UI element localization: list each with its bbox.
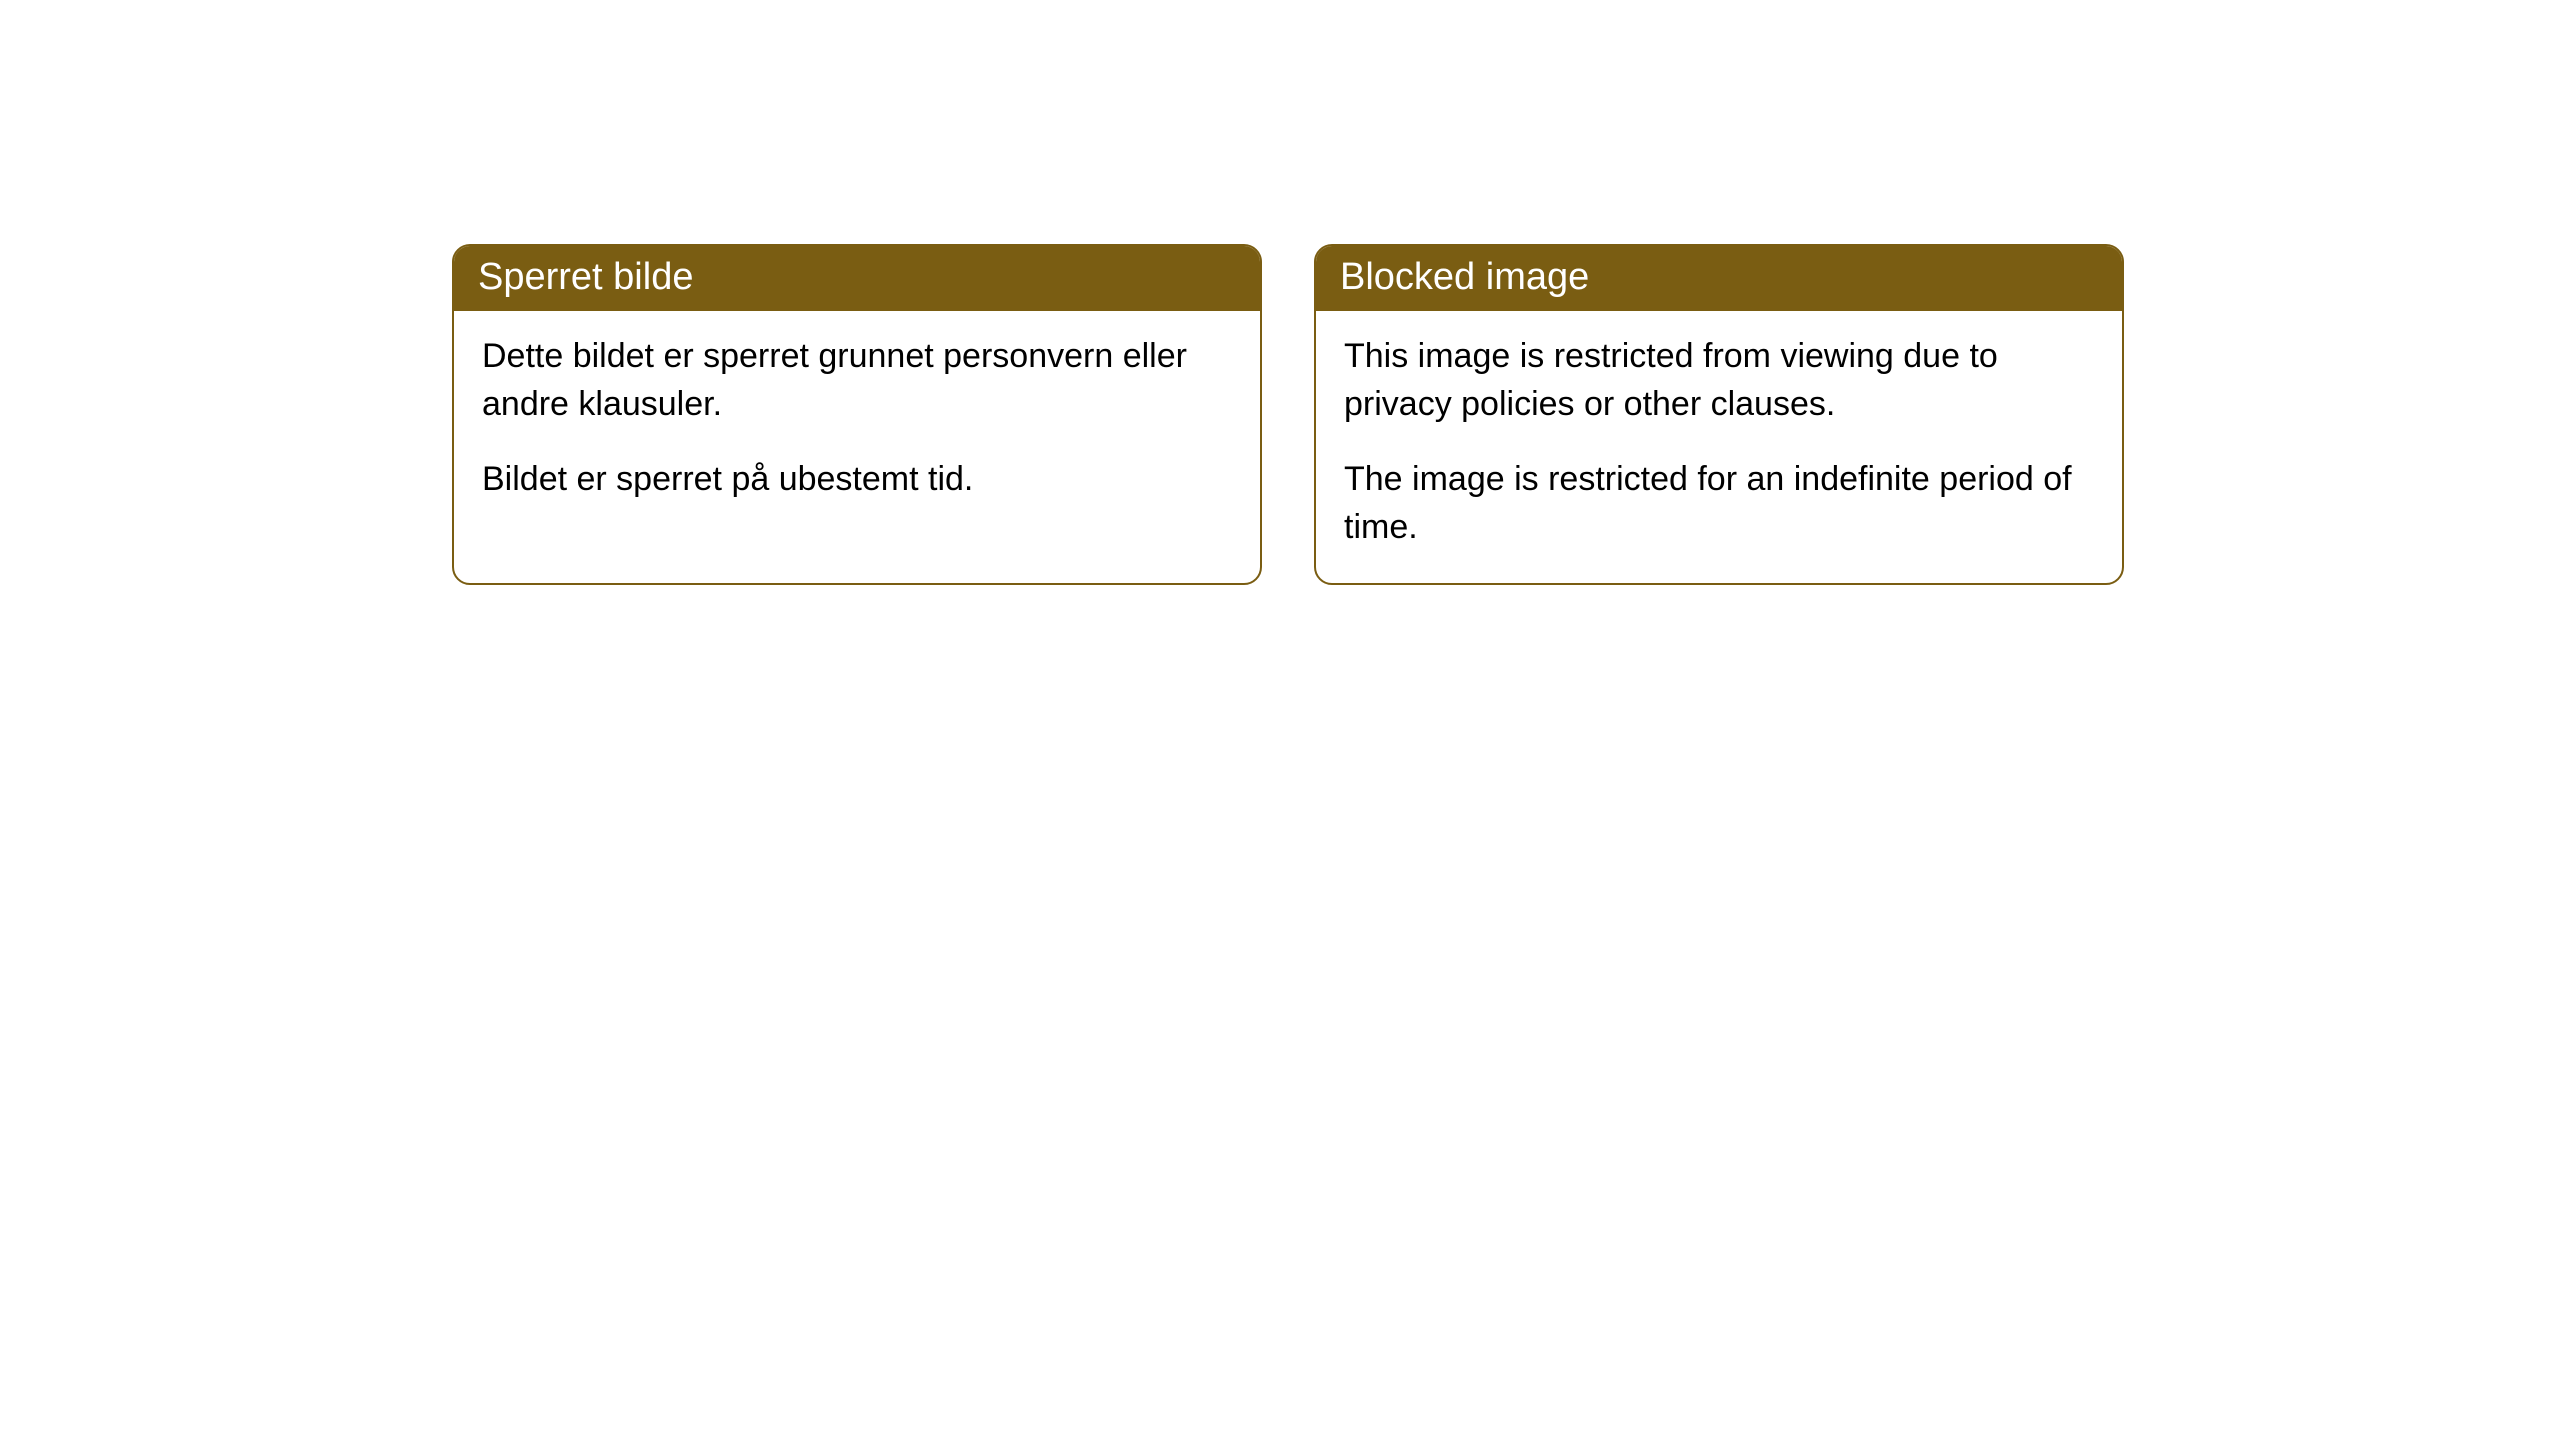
notice-card-english: Blocked image This image is restricted f…: [1314, 244, 2124, 585]
notice-body-norwegian: Dette bildet er sperret grunnet personve…: [454, 311, 1260, 536]
notice-container: Sperret bilde Dette bildet er sperret gr…: [452, 244, 2124, 585]
notice-title-english: Blocked image: [1316, 246, 2122, 311]
notice-text-2-norwegian: Bildet er sperret på ubestemt tid.: [482, 456, 1232, 504]
notice-text-1-norwegian: Dette bildet er sperret grunnet personve…: [482, 333, 1232, 428]
notice-text-1-english: This image is restricted from viewing du…: [1344, 333, 2094, 428]
notice-title-norwegian: Sperret bilde: [454, 246, 1260, 311]
notice-body-english: This image is restricted from viewing du…: [1316, 311, 2122, 583]
notice-text-2-english: The image is restricted for an indefinit…: [1344, 456, 2094, 551]
notice-card-norwegian: Sperret bilde Dette bildet er sperret gr…: [452, 244, 1262, 585]
